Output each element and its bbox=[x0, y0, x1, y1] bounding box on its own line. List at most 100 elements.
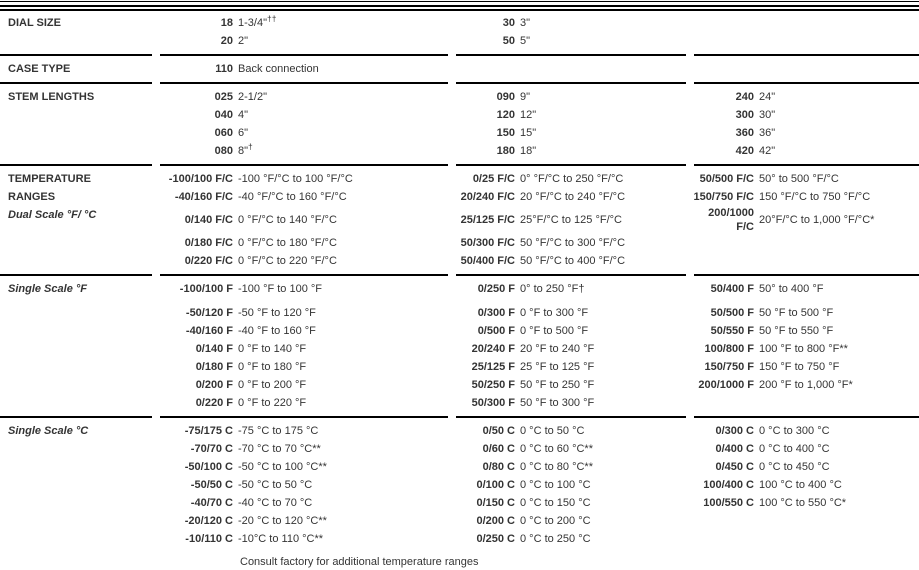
divider-segment bbox=[0, 54, 152, 56]
divider-segment bbox=[694, 416, 919, 418]
option-code: 30 bbox=[502, 17, 515, 29]
section-title: STEM LENGTHS bbox=[8, 91, 95, 103]
divider-segment bbox=[160, 82, 448, 84]
option-code: 0/500 F bbox=[477, 325, 515, 337]
section-divider-rule bbox=[0, 416, 919, 418]
option-code: 090 bbox=[496, 91, 515, 103]
option-description: 24" bbox=[759, 91, 776, 103]
option-description: 100 °F to 800 °F** bbox=[759, 343, 848, 355]
option-description: -75 °C to 175 °C bbox=[238, 425, 319, 437]
option-description: 0 °F to 180 °F bbox=[238, 361, 307, 373]
option-description: 12" bbox=[520, 109, 537, 121]
option-code: 025 bbox=[214, 91, 233, 103]
option-code: 50/250 F bbox=[471, 379, 515, 391]
divider-segment bbox=[456, 164, 686, 166]
option-description: 42" bbox=[759, 145, 776, 157]
divider-segment bbox=[0, 82, 152, 84]
option-description: 2-1/2" bbox=[238, 91, 267, 103]
option-description: 18" bbox=[520, 145, 537, 157]
divider-segment bbox=[456, 54, 686, 56]
footnote-marker: † bbox=[248, 141, 253, 152]
option-code: 20 bbox=[220, 35, 233, 47]
option-description: 15" bbox=[520, 127, 537, 139]
option-code: 200/1000 F/C bbox=[708, 207, 754, 233]
option-description: 2" bbox=[238, 35, 249, 47]
spec-table: DIAL SIZE 18 1-3/4"†† 20 2" 30 3" 50 5" CASE TYPE… bbox=[0, 11, 919, 551]
option-description: -40 °C to 70 °C bbox=[238, 497, 313, 509]
option-description: 50 °F/°C to 300 °F/°C bbox=[520, 237, 626, 249]
section-temperature-ranges-dual-scale: TEMPERATURE RANGES Dual Scale °F/ °C -100/… bbox=[0, 167, 919, 273]
option-description: Back connection bbox=[238, 63, 319, 75]
divider-segment bbox=[0, 164, 152, 166]
option-code: 50/400 F bbox=[710, 283, 754, 295]
divider-segment bbox=[160, 274, 448, 276]
option-description: 0 °C to 400 °C bbox=[759, 443, 830, 455]
option-description: 0° °F/°C to 250 °F/°C bbox=[520, 173, 624, 185]
option-code: -50/50 C bbox=[190, 479, 233, 491]
option-description: 0 °C to 80 °C** bbox=[520, 461, 593, 473]
section-label: TEMPERATURE RANGES Dual Scale °F/ °C bbox=[0, 170, 158, 224]
option-description: 0 °F/°C to 140 °F/°C bbox=[238, 214, 337, 226]
option-description: 0 °C to 250 °C bbox=[520, 533, 591, 545]
option-code: 25/125 F/C bbox=[460, 214, 515, 226]
option-description: -100 °F to 100 °F bbox=[238, 283, 323, 295]
section-label: DIAL SIZE bbox=[0, 14, 158, 32]
option-code: 50/500 F/C bbox=[699, 173, 754, 185]
section-dial-size: DIAL SIZE 18 1-3/4"†† 20 2" 30 3" 50 5" bbox=[0, 11, 919, 53]
option-code: 0/180 F/C bbox=[184, 237, 233, 249]
option-description: 0 °F to 200 °F bbox=[238, 379, 307, 391]
option-code: 200/1000 F bbox=[698, 379, 754, 391]
option-description: -40 °F/°C to 160 °F/°C bbox=[238, 191, 347, 203]
section-label: STEM LENGTHS bbox=[0, 88, 158, 106]
option-description: -50 °C to 50 °C bbox=[238, 479, 313, 491]
option-description: 0 °F to 500 °F bbox=[520, 325, 589, 337]
option-code: 0/80 C bbox=[482, 461, 515, 473]
section-title: Single Scale °C bbox=[8, 425, 89, 437]
option-code: 0/450 C bbox=[715, 461, 754, 473]
section-divider-rule bbox=[0, 164, 919, 166]
option-code: 50/400 F/C bbox=[460, 255, 515, 267]
option-code: 040 bbox=[214, 109, 233, 121]
option-code: -100/100 F/C bbox=[168, 173, 233, 185]
section-title: CASE TYPE bbox=[8, 63, 71, 75]
option-description: 20 °F to 240 °F bbox=[520, 343, 595, 355]
option-code: -50/100 C bbox=[184, 461, 233, 473]
option-description: 20 °F/°C to 240 °F/°C bbox=[520, 191, 626, 203]
option-description: 0 °C to 200 °C bbox=[520, 515, 591, 527]
option-description: -50 °F to 120 °F bbox=[238, 307, 316, 319]
option-code: 150/750 F bbox=[704, 361, 754, 373]
option-code: -50/120 F bbox=[185, 307, 233, 319]
option-code: 50/500 F bbox=[710, 307, 754, 319]
option-code: 0/200 C bbox=[476, 515, 515, 527]
top-border-thick-line-1 bbox=[0, 5, 919, 7]
option-description: -50 °C to 100 °C** bbox=[238, 461, 327, 473]
section-stem-lengths: STEM LENGTHS 025 2-1/2" 040 4" 060 6" 080 8"† 090… bbox=[0, 85, 919, 163]
option-code: 420 bbox=[735, 145, 754, 157]
option-code: 120 bbox=[496, 109, 515, 121]
option-description: 5" bbox=[520, 35, 531, 47]
option-code: -70/70 C bbox=[190, 443, 233, 455]
section-title: TEMPERATURE RANGES bbox=[8, 173, 91, 203]
option-code: 100/400 C bbox=[703, 479, 754, 491]
option-code: 300 bbox=[735, 109, 754, 121]
option-code: 360 bbox=[735, 127, 754, 139]
option-description: 6" bbox=[238, 127, 249, 139]
option-description: 0° to 250 °F† bbox=[520, 283, 585, 295]
option-description: 0 °C to 100 °C bbox=[520, 479, 591, 491]
option-description: 100 °C to 400 °C bbox=[759, 479, 842, 491]
option-description: 36" bbox=[759, 127, 776, 139]
option-code: -40/160 F/C bbox=[174, 191, 233, 203]
option-code: 0/220 F/C bbox=[184, 255, 233, 267]
option-description: -70 °C to 70 °C** bbox=[238, 443, 321, 455]
option-code: 0/150 C bbox=[476, 497, 515, 509]
option-code: 150 bbox=[496, 127, 515, 139]
section-divider-rule bbox=[0, 54, 919, 56]
top-border-thick-line-2 bbox=[0, 9, 919, 11]
option-description: 50 °F/°C to 400 °F/°C bbox=[520, 255, 626, 267]
option-description: 0 °C to 150 °C bbox=[520, 497, 591, 509]
option-description: 0 °F to 300 °F bbox=[520, 307, 589, 319]
option-description: 1-3/4"†† bbox=[238, 13, 277, 29]
option-code: -40/70 C bbox=[190, 497, 233, 509]
option-code: 0/180 F bbox=[195, 361, 233, 373]
